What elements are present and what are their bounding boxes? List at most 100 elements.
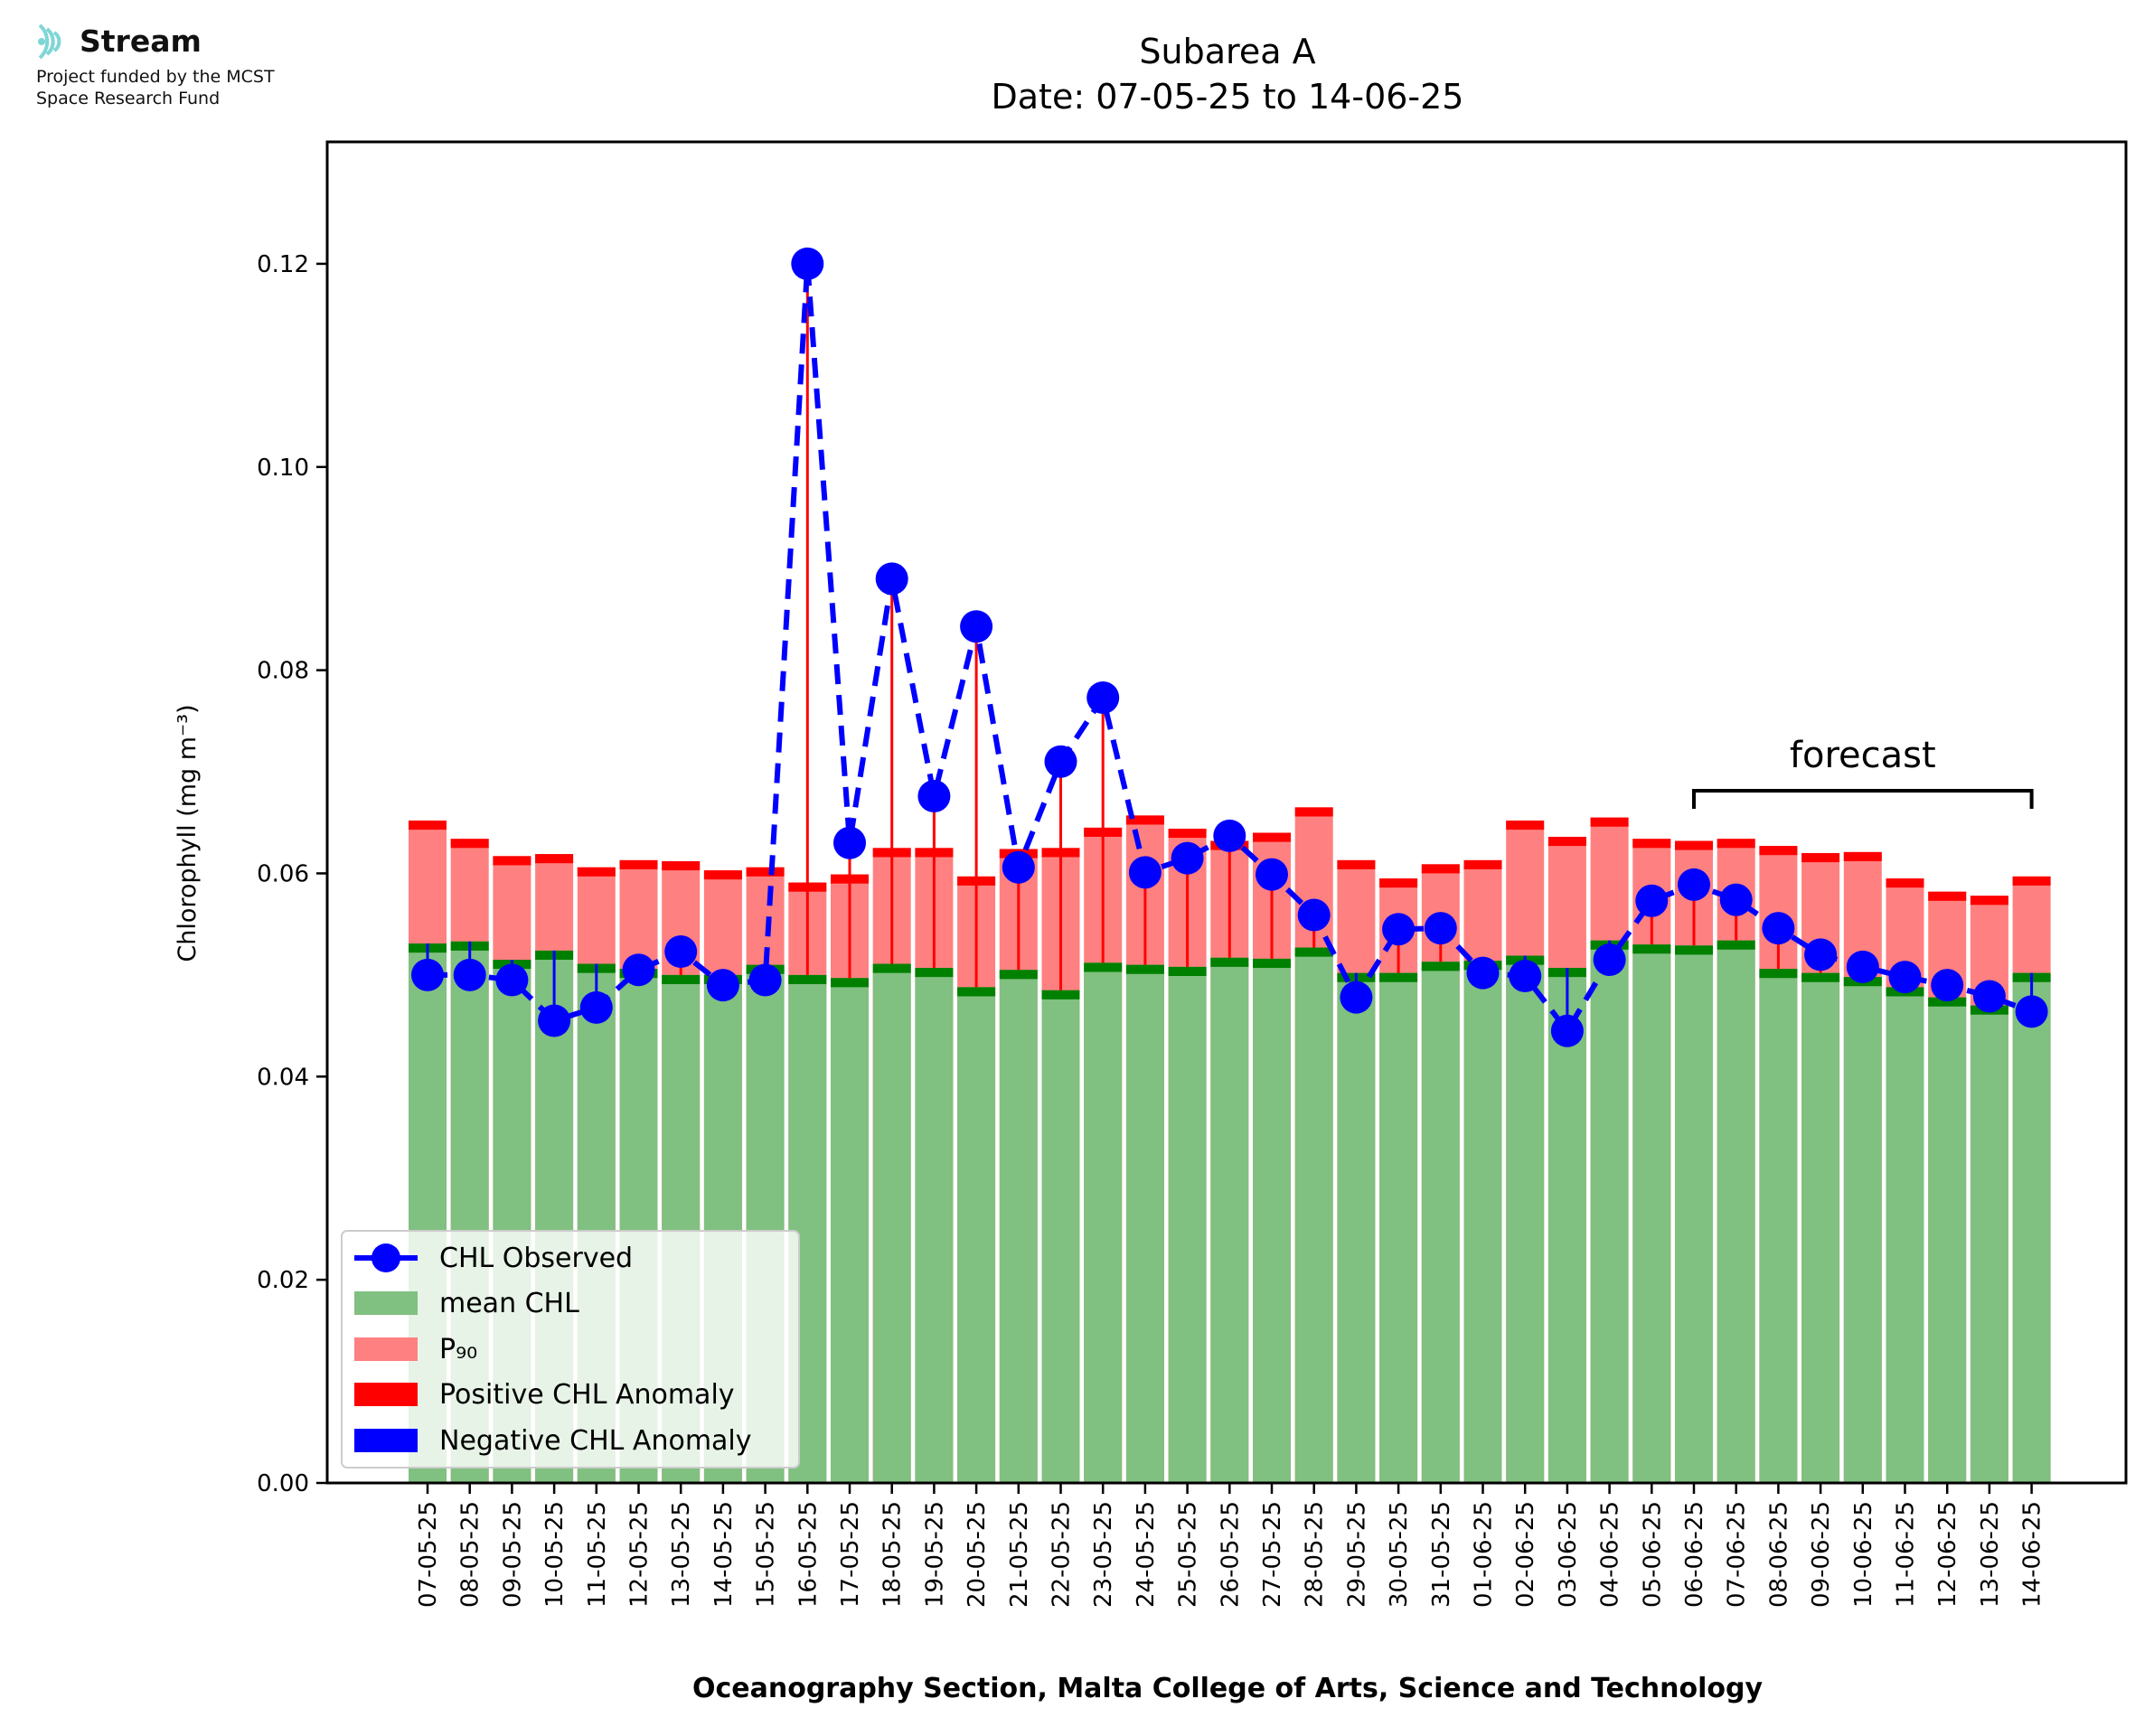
y-axis-label: Chlorophyll (mg m⁻³) xyxy=(174,704,202,962)
observed-line-layer xyxy=(411,247,2048,1047)
x-tick-label: 26-05-25 xyxy=(1217,1501,1244,1608)
mean-bar xyxy=(915,968,954,1483)
y-tick-label: 0.06 xyxy=(257,860,309,887)
observed-point xyxy=(1340,981,1373,1014)
legend-box xyxy=(341,1230,800,1469)
x-tick-label: 16-05-25 xyxy=(795,1501,822,1608)
mean-band xyxy=(872,963,911,973)
plot-frame xyxy=(325,140,2128,1485)
x-tick-label: 07-05-25 xyxy=(415,1501,442,1608)
mean-bar xyxy=(1590,940,1629,1483)
mean-bar xyxy=(2012,972,2051,1483)
legend-label: mean CHL xyxy=(439,1288,579,1319)
p90-band xyxy=(1759,846,1798,856)
logo-name: Stream xyxy=(80,23,202,59)
x-tick-label: 24-05-25 xyxy=(1133,1501,1160,1608)
stream-logo: Stream Project funded by the MCST Space … xyxy=(34,20,360,119)
observed-point xyxy=(1635,884,1669,917)
observed-point xyxy=(1002,850,1035,884)
mean-band xyxy=(1294,947,1333,957)
mean-bar xyxy=(1294,947,1333,1483)
legend-swatch xyxy=(354,1429,418,1452)
x-tick-label: 11-06-25 xyxy=(1893,1501,1920,1608)
observed-point xyxy=(1972,980,2006,1013)
legend-label: CHL Observed xyxy=(439,1243,633,1274)
x-tick-label: 11-05-25 xyxy=(584,1501,611,1608)
mean-bar xyxy=(1801,972,1840,1483)
x-tick-label: 13-06-25 xyxy=(1977,1501,2004,1608)
mean-band xyxy=(1253,958,1291,969)
mean-bar xyxy=(957,987,996,1483)
logo-funding-line1: Project funded by the MCST xyxy=(36,67,275,87)
x-tick-label: 04-06-25 xyxy=(1597,1501,1624,1608)
p90-band xyxy=(703,870,742,880)
observed-point xyxy=(411,958,444,991)
x-tick-label: 19-05-25 xyxy=(921,1501,948,1608)
observed-point xyxy=(875,562,908,596)
x-tick-label: 08-06-25 xyxy=(1765,1501,1792,1608)
mean-bar xyxy=(1506,955,1545,1483)
p90-band xyxy=(1675,840,1713,850)
observed-point xyxy=(1888,961,1922,994)
mean-bar xyxy=(1125,964,1164,1483)
mean-bar xyxy=(1337,972,1376,1483)
x-tick-label: 09-05-25 xyxy=(499,1501,526,1608)
x-tick-label: 14-05-25 xyxy=(710,1501,738,1608)
mean-bar xyxy=(1379,972,1418,1483)
x-tick-label: 20-05-25 xyxy=(964,1501,991,1608)
observed-point xyxy=(1466,956,1500,990)
x-tick-label: 17-05-25 xyxy=(837,1501,864,1608)
logo-funding-line2: Space Research Fund xyxy=(36,89,221,108)
p90-band xyxy=(1506,820,1545,830)
x-tick-label: 09-06-25 xyxy=(1808,1501,1835,1608)
observed-point xyxy=(1297,898,1331,932)
x-tick-label: 27-05-25 xyxy=(1259,1501,1286,1608)
forecast-bracket: forecast xyxy=(1692,735,2034,809)
observed-point xyxy=(1550,1014,1584,1047)
x-tick-label: 10-05-25 xyxy=(541,1501,569,1608)
legend: CHL Observed mean CHL P₉₀ Positive CHL Anom… xyxy=(341,1230,800,1469)
mean-bar xyxy=(1717,940,1755,1483)
x-tick-label: 07-06-25 xyxy=(1724,1501,1751,1608)
observed-point xyxy=(791,247,824,280)
p90-band xyxy=(1253,832,1291,842)
mean-bar xyxy=(872,963,911,1483)
p90-band xyxy=(1379,878,1418,888)
mean-band xyxy=(1041,990,1080,999)
p90-band xyxy=(2012,876,2051,886)
x-tick-label: 02-06-25 xyxy=(1512,1501,1539,1608)
p90-band xyxy=(1843,851,1882,861)
p90-band xyxy=(746,867,785,877)
x-tick-label: 29-05-25 xyxy=(1343,1501,1370,1608)
mean-band xyxy=(1168,966,1207,977)
x-tick-label: 23-05-25 xyxy=(1090,1501,1117,1608)
p90-band xyxy=(1463,859,1502,869)
observed-point xyxy=(1931,969,1964,1002)
chart-title: Subarea A xyxy=(1139,32,1315,71)
legend-swatch xyxy=(354,1383,418,1406)
x-tick-label: 06-06-25 xyxy=(1681,1501,1708,1608)
observed-point xyxy=(1171,841,1204,875)
mean-bar xyxy=(1547,968,1586,1483)
mean-band xyxy=(1421,962,1460,971)
p90-band xyxy=(1294,807,1333,817)
observed-point xyxy=(495,963,529,997)
mean-band xyxy=(1801,972,1840,982)
observed-point xyxy=(622,953,655,987)
mean-bar xyxy=(1168,966,1207,1483)
observed-point xyxy=(960,610,993,643)
p90-band xyxy=(409,820,447,830)
y-axis: 0.00 0.02 0.04 0.06 0.08 0.10 0.12 xyxy=(257,251,327,1497)
mean-bar xyxy=(1084,962,1123,1483)
p90-band xyxy=(1632,839,1671,849)
mean-bar xyxy=(1253,958,1291,1483)
mean-band xyxy=(662,974,701,984)
observed-point xyxy=(1509,960,1542,993)
x-tick-label: 21-05-25 xyxy=(1006,1501,1033,1608)
legend-swatch xyxy=(354,1337,418,1361)
mean-band xyxy=(1928,997,1967,1007)
legend-label: Positive CHL Anomaly xyxy=(439,1379,735,1411)
mean-band xyxy=(1125,964,1164,974)
observed-point xyxy=(1128,856,1162,889)
